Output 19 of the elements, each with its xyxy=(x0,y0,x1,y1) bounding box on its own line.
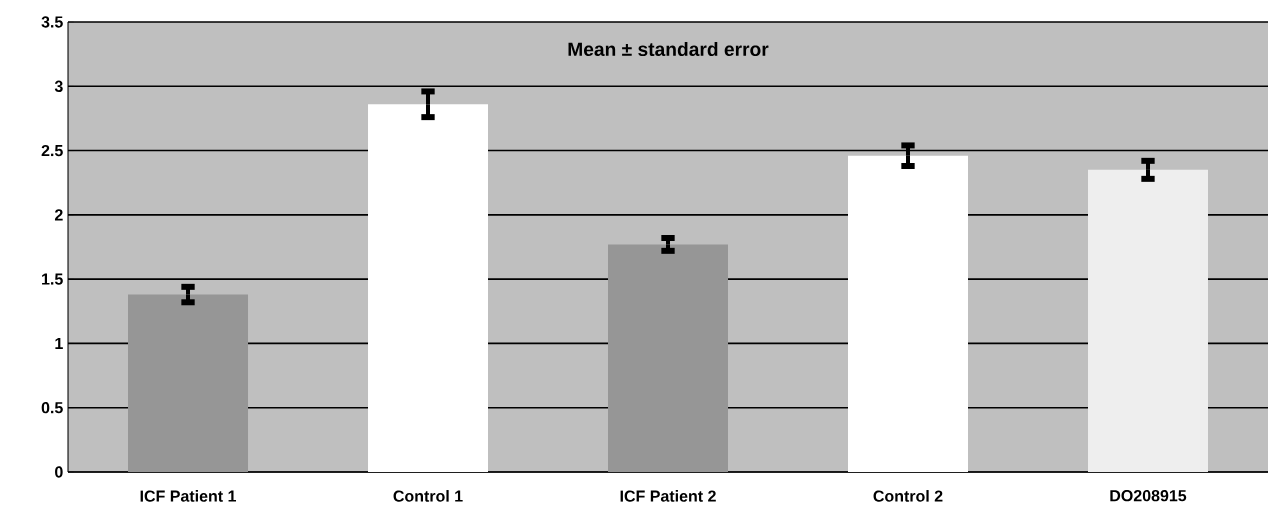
y-tick-label: 1 xyxy=(55,337,63,349)
x-tick-label: ICF Patient 2 xyxy=(620,490,716,502)
y-tick-label: 0.5 xyxy=(41,402,63,414)
y-tick-label: 1.5 xyxy=(42,273,63,285)
x-tick-label: DO208915 xyxy=(1110,490,1187,502)
x-tick-label: ICF Patient 1 xyxy=(140,490,237,502)
annotation: Mean ± standard error xyxy=(568,41,769,57)
x-tick-label: Control 2 xyxy=(873,490,943,502)
bar xyxy=(368,104,489,472)
y-tick-label: 3 xyxy=(54,80,63,92)
y-tick-label: 2.5 xyxy=(41,144,63,157)
x-tick-label: Control 1 xyxy=(393,490,463,502)
y-tick-label: 3.5 xyxy=(41,16,63,28)
bar xyxy=(848,155,968,472)
bar xyxy=(608,244,729,472)
y-tick-label: 2 xyxy=(54,209,63,221)
bar xyxy=(1088,169,1208,472)
y-tick-label: 0 xyxy=(55,466,63,478)
bar xyxy=(128,294,249,472)
